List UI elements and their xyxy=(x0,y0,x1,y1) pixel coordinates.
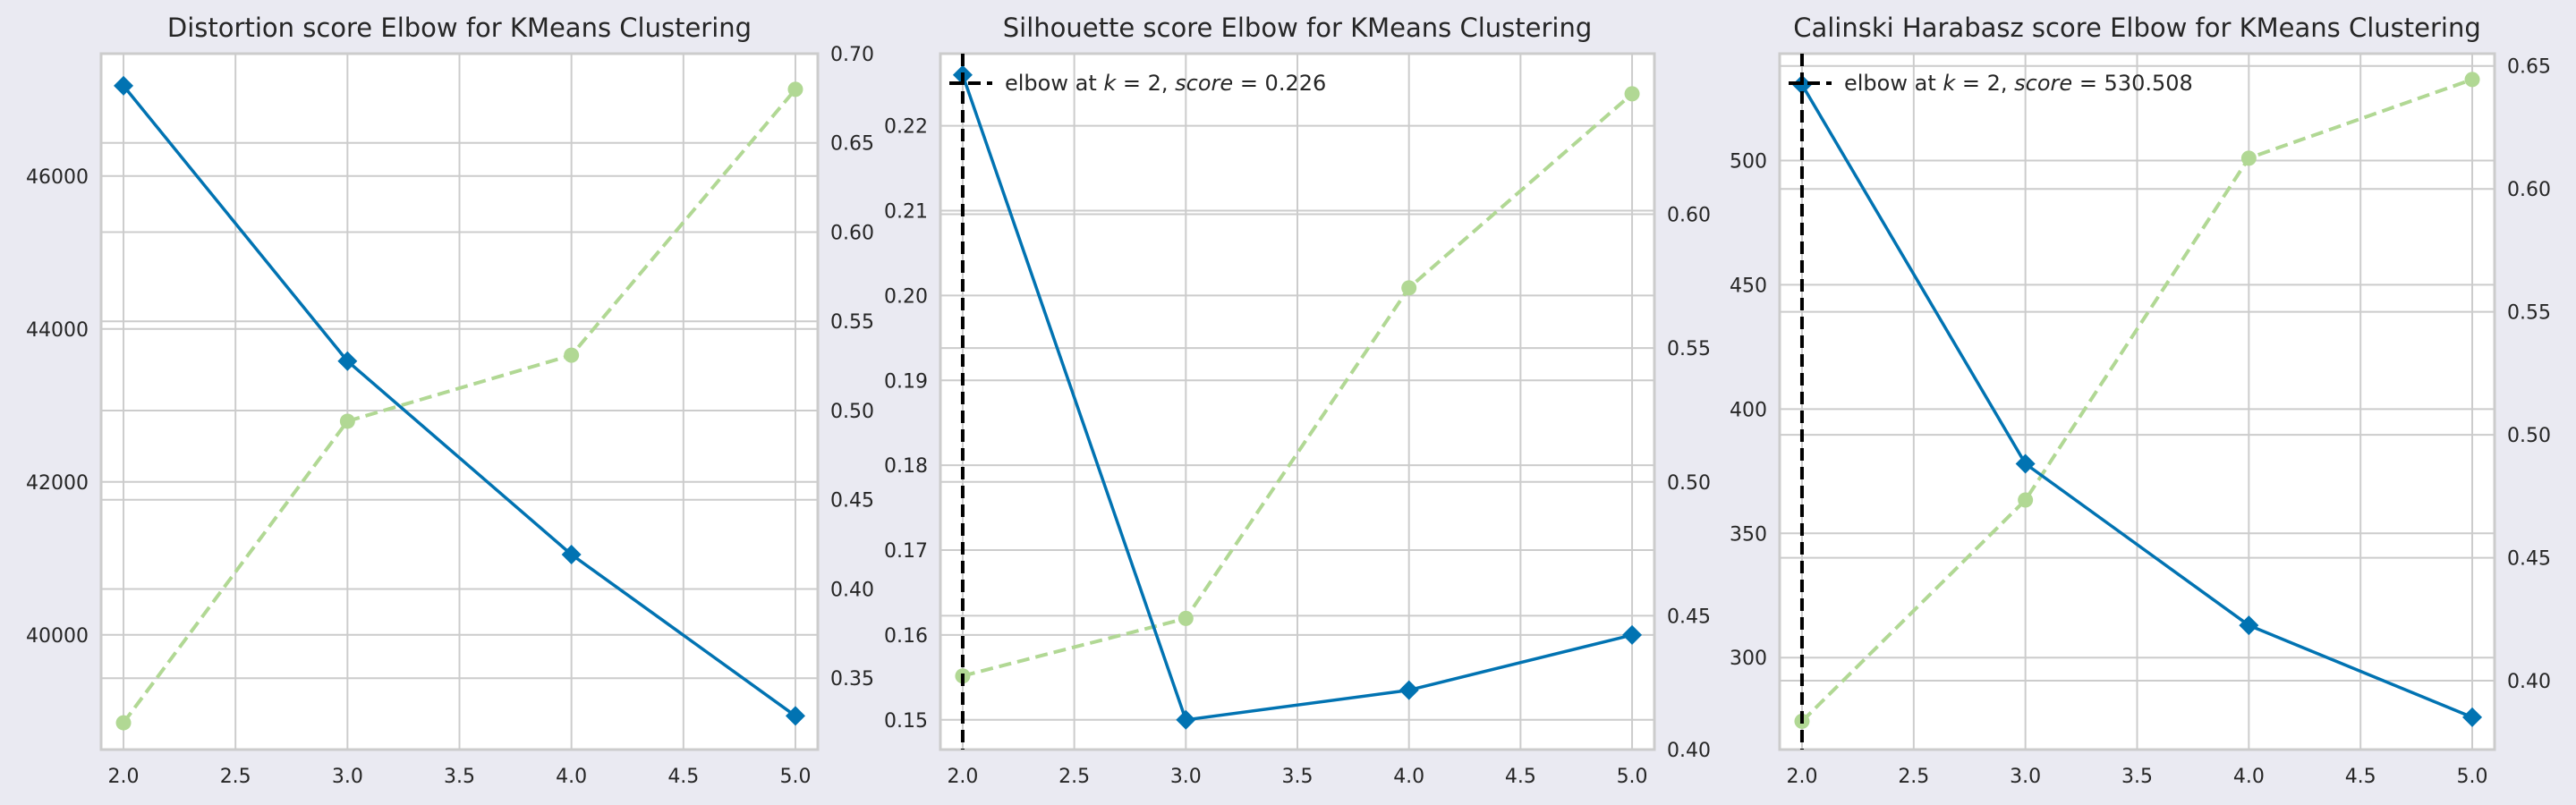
y-left-tick-label: 42000 xyxy=(26,472,89,495)
x-tick-label: 4.0 xyxy=(556,766,587,788)
y-left-tick-label: 500 xyxy=(1730,150,1767,173)
y-left-tick-label: 450 xyxy=(1730,275,1767,297)
y-right-tick-label: 0.50 xyxy=(830,401,874,423)
y-right-tick-label: 0.50 xyxy=(1667,472,1711,495)
chart-panel-1: 2.0 2.5 3.0 3.5 4.0 4.5 5.0 40000 42000 44000 4600… xyxy=(26,13,874,788)
secondary-data-point xyxy=(2018,492,2034,508)
x-tick-label: 3.0 xyxy=(2010,766,2041,788)
y-right-tick-label: 0.40 xyxy=(830,579,874,601)
primary-data-point xyxy=(2462,707,2483,727)
secondary-data-point xyxy=(339,413,355,429)
y-left-tick-label: 300 xyxy=(1730,648,1767,670)
x-tick-label: 5.0 xyxy=(2457,766,2488,788)
legend-elbow-label: elbow at k = 2, score = 0.226 xyxy=(1005,71,1326,96)
y-right-tick-label: 0.65 xyxy=(2507,56,2551,79)
x-tick-label: 5.0 xyxy=(779,766,811,788)
y-right-tick-label: 0.50 xyxy=(2507,425,2551,447)
y-right-tick-label: 0.45 xyxy=(830,490,874,513)
primary-data-point xyxy=(1399,680,1419,700)
x-tick-label: 2.0 xyxy=(1786,766,1817,788)
y-left-tick-label: 0.22 xyxy=(884,116,928,139)
secondary-data-point xyxy=(564,347,580,363)
y-right-tick-label: 0.60 xyxy=(1667,205,1711,227)
secondary-data-point xyxy=(1624,86,1640,102)
secondary-data-point xyxy=(2464,72,2480,88)
plot-frame xyxy=(1778,52,2496,751)
x-tick-label: 5.0 xyxy=(1617,766,1648,788)
primary-data-point xyxy=(114,75,134,96)
plot-frame xyxy=(939,52,1656,751)
x-tick-label: 4.5 xyxy=(667,766,699,788)
chart-title: Distortion score Elbow for KMeans Cluste… xyxy=(167,13,752,43)
x-tick-label: 4.0 xyxy=(2233,766,2265,788)
primary-data-point xyxy=(2239,615,2259,636)
x-tick-label: 3.0 xyxy=(332,766,363,788)
y-left-tick-label: 0.21 xyxy=(884,201,928,224)
y-left-tick-label: 400 xyxy=(1730,399,1767,421)
chart-panel-2: 2.0 2.5 3.0 3.5 4.0 4.5 5.0 0.15 0.16 0.17 0.18 0.1… xyxy=(884,13,1711,788)
y-left-tick-label: 0.19 xyxy=(884,370,928,393)
y-right-tick-label: 0.45 xyxy=(1667,606,1711,628)
primary-series-line xyxy=(122,84,797,717)
secondary-data-point xyxy=(787,81,803,97)
y-right-tick-label: 0.60 xyxy=(830,222,874,244)
primary-series-line xyxy=(961,74,1633,722)
y-left-tick-label: 0.15 xyxy=(884,710,928,733)
x-tick-label: 2.5 xyxy=(1058,766,1090,788)
primary-data-point xyxy=(1176,709,1196,730)
y-right-tick-label: 0.65 xyxy=(830,133,874,156)
secondary-data-point xyxy=(2240,150,2257,166)
x-tick-label: 4.0 xyxy=(1393,766,1424,788)
x-tick-label: 3.0 xyxy=(1170,766,1202,788)
y-left-tick-label: 350 xyxy=(1730,523,1767,546)
x-tick-label: 2.0 xyxy=(108,766,140,788)
y-left-tick-label: 44000 xyxy=(26,319,89,342)
secondary-data-point xyxy=(1401,280,1417,296)
secondary-series-line xyxy=(122,88,797,724)
y-right-tick-label: 0.70 xyxy=(830,44,874,66)
x-tick-label: 3.5 xyxy=(444,766,475,788)
y-right-tick-label: 0.35 xyxy=(830,668,874,691)
y-right-tick-label: 0.45 xyxy=(2507,548,2551,571)
y-left-tick-label: 46000 xyxy=(26,166,89,189)
y-left-tick-label: 0.18 xyxy=(884,455,928,478)
primary-data-point xyxy=(785,706,805,726)
y-left-tick-label: 0.16 xyxy=(884,625,928,648)
x-tick-label: 4.5 xyxy=(2345,766,2376,788)
x-tick-label: 4.5 xyxy=(1505,766,1536,788)
x-tick-label: 2.0 xyxy=(947,766,978,788)
x-tick-label: 2.5 xyxy=(220,766,251,788)
legend-elbow-label: elbow at k = 2, score = 530.508 xyxy=(1844,71,2193,96)
chart-title: Calinski Harabasz score Elbow for KMeans… xyxy=(1793,13,2481,43)
chart-title: Silhouette score Elbow for KMeans Cluste… xyxy=(1003,13,1593,43)
secondary-data-point xyxy=(115,715,132,731)
y-left-tick-label: 0.17 xyxy=(884,540,928,563)
primary-series-line xyxy=(1800,83,2473,719)
secondary-series-line xyxy=(1800,78,2473,723)
plot-frame xyxy=(99,52,820,751)
chart-panel-3: 2.0 2.5 3.0 3.5 4.0 4.5 5.0 300 350 400 450 500 0.40… xyxy=(1730,13,2551,788)
primary-data-point xyxy=(1622,624,1643,645)
y-right-tick-label: 0.55 xyxy=(2507,302,2551,325)
x-tick-label: 3.5 xyxy=(2121,766,2153,788)
y-right-tick-label: 0.40 xyxy=(2507,671,2551,693)
primary-data-point xyxy=(337,351,358,371)
y-left-tick-label: 0.20 xyxy=(884,285,928,308)
secondary-data-point xyxy=(1177,610,1194,626)
x-tick-label: 2.5 xyxy=(1898,766,1929,788)
y-right-tick-label: 0.55 xyxy=(1667,338,1711,360)
y-right-tick-label: 0.40 xyxy=(1667,740,1711,762)
primary-data-point xyxy=(2015,453,2036,474)
y-right-tick-label: 0.55 xyxy=(830,311,874,334)
primary-data-point xyxy=(561,544,582,564)
x-tick-label: 3.5 xyxy=(1282,766,1314,788)
secondary-series-line xyxy=(962,92,1634,678)
y-left-tick-label: 40000 xyxy=(26,625,89,648)
y-right-tick-label: 0.60 xyxy=(2507,179,2551,201)
